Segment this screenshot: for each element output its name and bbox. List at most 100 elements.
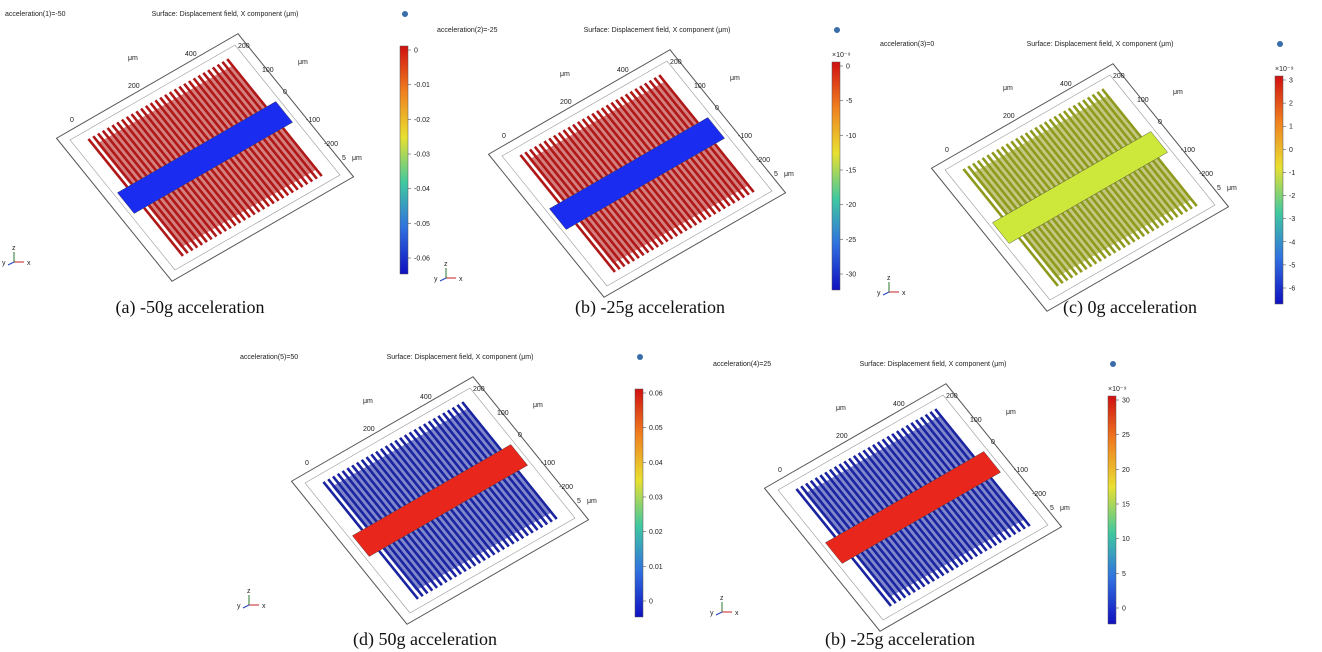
comb-finger [1101, 88, 1143, 138]
colorbar-tick-label: -0.01 [414, 82, 430, 89]
colorbar-tick-label: 2 [1289, 101, 1293, 108]
colorbar [634, 388, 644, 618]
axis-label: μm [1060, 505, 1070, 512]
colorbar-tick-label: -0.06 [414, 256, 430, 263]
axis-label: 400 [893, 401, 905, 408]
comb-finger [610, 101, 652, 152]
comb-finger [524, 151, 566, 202]
axis-label: 100 [1137, 97, 1149, 104]
axis-label: 400 [1060, 81, 1072, 88]
comb-finger [932, 510, 974, 560]
triad-label: y [237, 603, 241, 610]
comb-finger [502, 478, 544, 529]
logo [834, 27, 840, 33]
comb-finger [243, 149, 285, 199]
comb-finger [262, 138, 304, 188]
triad-label: x [262, 603, 266, 610]
axis-label: 100 [262, 67, 274, 74]
axis-label: 5 [577, 498, 581, 505]
comb-finger [1137, 168, 1179, 218]
comb-finger [1091, 93, 1133, 144]
comb-finger [600, 107, 642, 157]
comb-finger [666, 170, 707, 221]
comb-finger [1018, 236, 1059, 287]
comb-finger [257, 140, 299, 191]
comb-finger [1005, 143, 1047, 194]
comb-finger [1077, 101, 1119, 152]
comb-finger [398, 437, 440, 487]
triad-label: x [459, 276, 463, 283]
comb-finger [848, 457, 889, 508]
comb-finger [248, 146, 290, 197]
comb-finger [875, 543, 916, 593]
comb-finger [908, 523, 950, 574]
comb-finger [989, 477, 1031, 527]
comb-finger [961, 493, 1003, 544]
axis-label: 200 [128, 83, 140, 90]
comb-finger [408, 431, 450, 482]
axis-label: 200 [1003, 113, 1015, 120]
comb-finger [370, 453, 412, 504]
comb-finger [416, 527, 458, 578]
comb-finger [689, 156, 731, 207]
comb-finger [211, 66, 253, 117]
comb-finger [425, 522, 467, 573]
axis-label: μm [1006, 409, 1016, 416]
colorbar-tick-label: 0.06 [649, 391, 663, 398]
axis-label: 0 [715, 105, 719, 112]
logo [1110, 361, 1116, 367]
comb-finger [819, 474, 861, 525]
comb-finger [210, 168, 251, 219]
comb-finger [1010, 140, 1052, 191]
comb-finger [584, 217, 626, 268]
caption: (b) -25g acceleration [825, 629, 975, 650]
comb-finger [253, 143, 295, 194]
comb-finger [843, 460, 885, 511]
comb-finger [190, 179, 232, 230]
comb-finger [418, 425, 460, 476]
panel-header: acceleration(5)=50 [240, 354, 298, 361]
colorbar-tick-label: -0.02 [414, 117, 430, 124]
triad-label: z [444, 261, 448, 268]
axis-label: 0 [991, 439, 995, 446]
comb-finger [913, 521, 955, 571]
colorbar-tick-label: -5 [846, 98, 852, 105]
comb-finger [365, 456, 407, 507]
comb-finger [867, 446, 909, 497]
comb-finger [163, 94, 205, 144]
panel: acceleration(3)=0 Surface: Displacement f… [877, 41, 1295, 312]
colorbar-tick-label: -0.03 [414, 152, 430, 159]
comb-finger [809, 479, 851, 530]
comb-finger [615, 98, 657, 149]
colorbar-tick-label: -1 [1289, 170, 1295, 177]
comb-finger [143, 206, 184, 257]
comb-finger [699, 151, 741, 202]
axis-label: 200 [670, 59, 682, 66]
comb-finger [403, 434, 445, 484]
comb-finger [238, 151, 280, 202]
comb-finger [1142, 165, 1184, 216]
comb-finger [336, 472, 378, 523]
comb-finger [488, 486, 530, 537]
comb-finger [1147, 162, 1189, 213]
comb-finger [1113, 181, 1155, 232]
comb-finger [685, 159, 727, 210]
comb-finger [646, 181, 688, 232]
comb-finger [929, 410, 971, 461]
comb-finger [970, 488, 1012, 538]
comb-finger [360, 459, 402, 509]
colorbar [399, 45, 409, 275]
comb-finger [562, 129, 604, 180]
colorbar-tick-label: -2 [1289, 193, 1295, 200]
comb-finger [435, 516, 477, 567]
comb-finger [272, 132, 314, 183]
comb-finger [552, 134, 594, 185]
comb-finger [1070, 206, 1112, 257]
colorbar-tick-label: 0.02 [649, 529, 663, 536]
axis-label: 0 [502, 133, 506, 140]
comb-finger [394, 439, 436, 490]
axis-label: 400 [185, 51, 197, 58]
panel-header: acceleration(1)=-50 [5, 11, 66, 18]
triad-y [715, 611, 723, 616]
colorbar-tick-label: 20 [1122, 467, 1130, 474]
